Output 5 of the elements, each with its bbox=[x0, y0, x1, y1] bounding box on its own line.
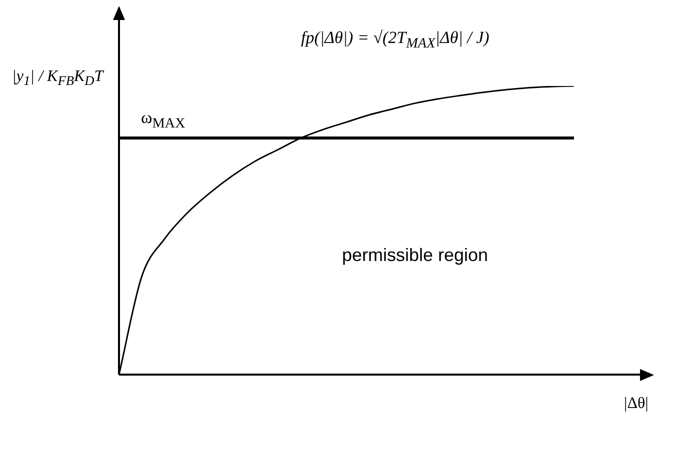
annotation: permissible region bbox=[342, 244, 488, 266]
x-axis-title: |Δθ| bbox=[624, 394, 648, 413]
text: fp(|Δθ|) = √(2T$_{MAX}$|Δθ| / J) bbox=[301, 28, 490, 52]
y-axis-title: |y$_{1}$| / K$_{FB}$K$_{D}$T bbox=[12, 68, 105, 90]
series-label: ω$_{MAX}$ bbox=[141, 108, 186, 132]
